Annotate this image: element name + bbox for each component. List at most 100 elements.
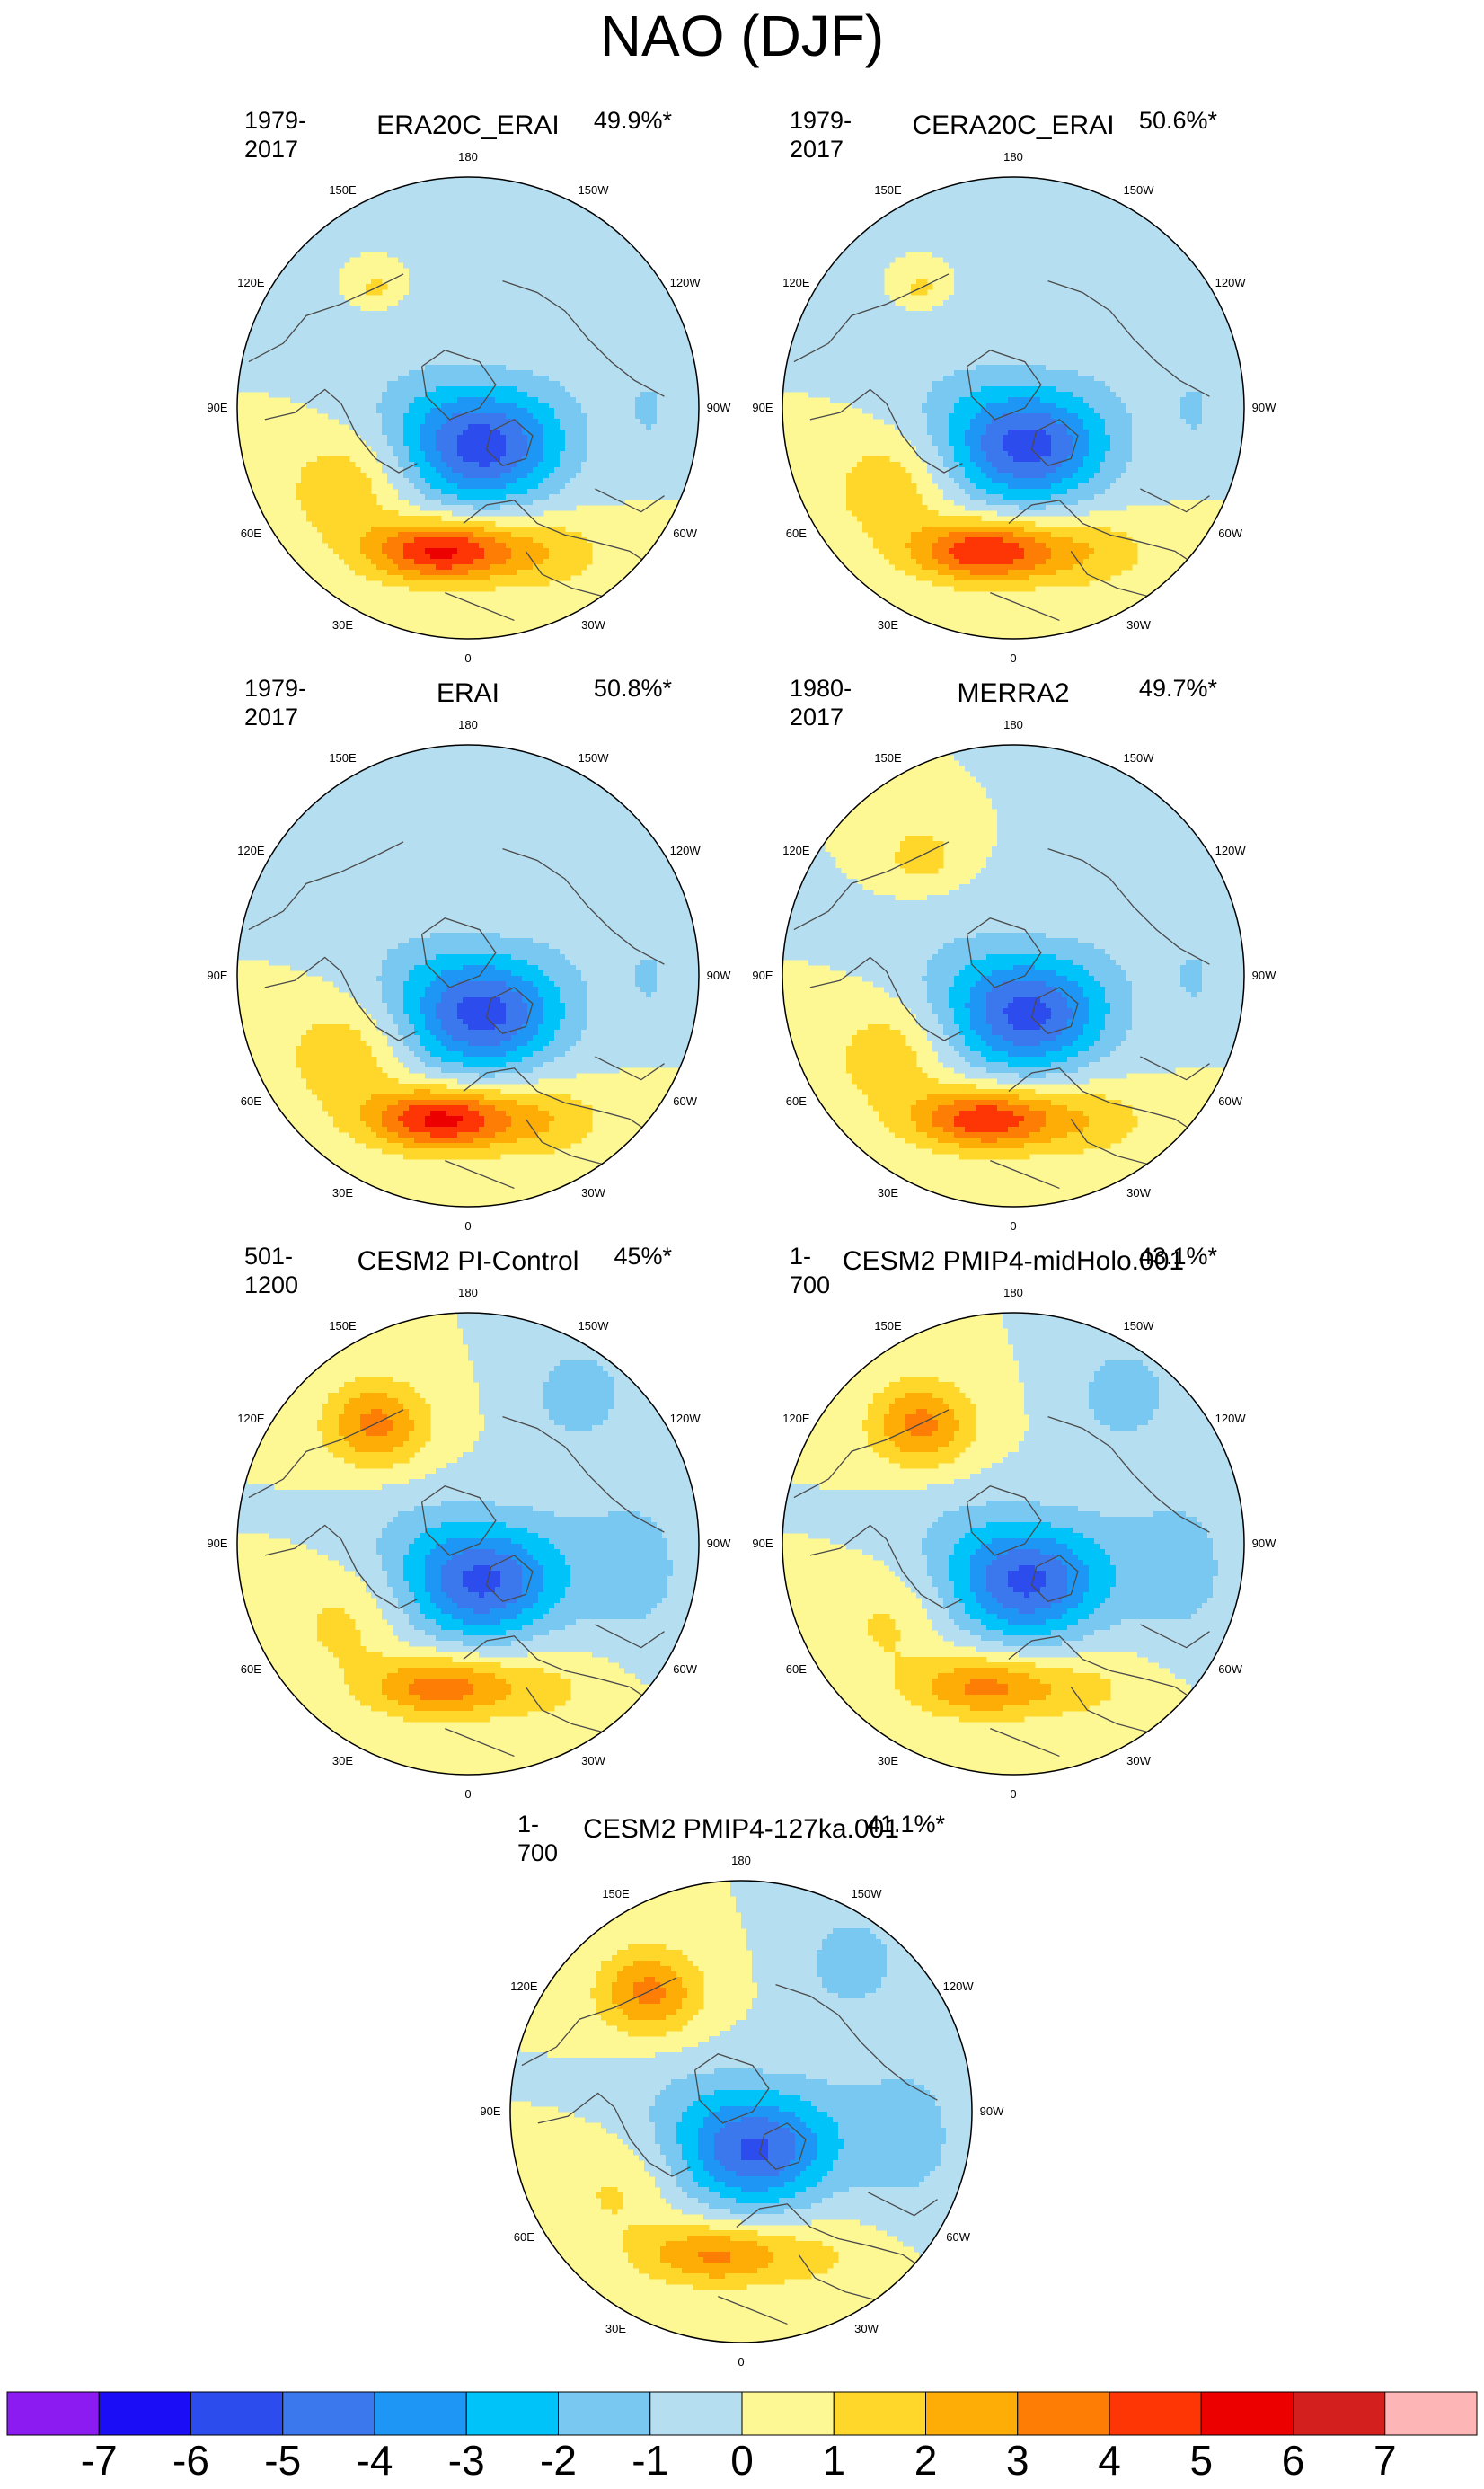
- longitude-label: 30W: [1112, 1754, 1166, 1768]
- longitude-label: 120W: [1204, 276, 1258, 290]
- colorbar-label: 2: [895, 2435, 958, 2485]
- longitude-label: 0: [441, 1219, 495, 1234]
- longitude-label: 60W: [1204, 1662, 1258, 1677]
- longitude-label: 150W: [567, 751, 621, 766]
- colorbar-swatch: [1293, 2391, 1386, 2436]
- longitude-label: 60W: [932, 2230, 985, 2245]
- colorbar-swatch: [1384, 2391, 1478, 2436]
- longitude-label: 30W: [567, 1754, 621, 1768]
- colorbar-label: 1: [802, 2435, 865, 2485]
- colorbar-label: -4: [343, 2435, 406, 2485]
- panel-title: CERA20C_ERAI: [699, 108, 1328, 144]
- nao-field: [782, 177, 1244, 592]
- colorbar-swatch: [465, 2391, 559, 2436]
- longitude-label: 150E: [316, 1319, 370, 1333]
- longitude-label: 150W: [1112, 751, 1166, 766]
- colorbar-swatch: [282, 2391, 375, 2436]
- colorbar-label: -3: [435, 2435, 498, 2485]
- longitude-label: 60W: [658, 527, 712, 541]
- longitude-label: 150E: [316, 751, 370, 766]
- longitude-label: 120W: [932, 1980, 985, 1994]
- panel-period: 1979-2017: [244, 106, 306, 164]
- colorbar-swatch: [374, 2391, 467, 2436]
- panel-variance: 41.1%*: [819, 1810, 945, 1838]
- longitude-label: 90W: [965, 2104, 1019, 2119]
- map-border: [236, 744, 700, 1208]
- polar-map: [236, 1312, 700, 1776]
- longitude-label: 30W: [1112, 618, 1166, 633]
- longitude-label: 120E: [224, 1412, 278, 1426]
- longitude-label: 90E: [190, 401, 244, 415]
- panel-variance: 50.8%*: [546, 674, 672, 703]
- panel-variance: 49.9%*: [546, 106, 672, 135]
- longitude-label: 180: [986, 150, 1040, 164]
- longitude-label: 180: [986, 1286, 1040, 1300]
- colorbar-swatch: [1109, 2391, 1202, 2436]
- longitude-label: 60W: [1204, 527, 1258, 541]
- longitude-label: 120E: [769, 844, 823, 858]
- longitude-label: 60E: [769, 1094, 823, 1109]
- colorbar-label: 7: [1354, 2435, 1417, 2485]
- longitude-label: 120W: [1204, 844, 1258, 858]
- colorbar-label: 3: [986, 2435, 1049, 2485]
- coastlines: [793, 1409, 1210, 1758]
- panel-variance: 45%*: [546, 1242, 672, 1271]
- colorbar-swatch: [558, 2391, 651, 2436]
- colorbar-swatch: [98, 2391, 191, 2436]
- panel-period: 1980-2017: [790, 674, 852, 731]
- longitude-label: 0: [441, 651, 495, 666]
- longitude-label: 120E: [769, 1412, 823, 1426]
- polar-map: [236, 744, 700, 1208]
- longitude-label: 150E: [589, 1887, 643, 1901]
- nao-field: [782, 745, 1244, 1160]
- polar-map: [782, 176, 1245, 640]
- longitude-label: 0: [714, 2355, 768, 2369]
- longitude-label: 60W: [1204, 1094, 1258, 1109]
- longitude-label: 90E: [736, 1537, 790, 1551]
- longitude-label: 30E: [316, 1186, 370, 1200]
- longitude-label: 120W: [658, 844, 712, 858]
- colorbar-swatch: [1200, 2391, 1294, 2436]
- colorbar-label: -5: [252, 2435, 314, 2485]
- longitude-label: 90W: [692, 969, 746, 983]
- longitude-label: 90E: [464, 2104, 517, 2119]
- coastlines: [793, 273, 1210, 622]
- longitude-label: 30E: [861, 1186, 915, 1200]
- nao-field: [782, 1313, 1244, 1723]
- longitude-label: 150W: [567, 1319, 621, 1333]
- longitude-label: 120E: [769, 276, 823, 290]
- panel-period: 501-1200: [244, 1242, 298, 1299]
- longitude-label: 60E: [224, 1662, 278, 1677]
- colorbar: [6, 2391, 1478, 2436]
- longitude-label: 120E: [224, 844, 278, 858]
- longitude-label: 60E: [769, 527, 823, 541]
- longitude-label: 30E: [589, 2322, 643, 2336]
- figure-title: NAO (DJF): [0, 0, 1484, 72]
- nao-field: [237, 177, 699, 592]
- longitude-label: 120E: [224, 276, 278, 290]
- longitude-label: 90E: [736, 401, 790, 415]
- longitude-label: 0: [441, 1787, 495, 1802]
- longitude-label: 150W: [567, 183, 621, 198]
- nao-field: [510, 1881, 972, 2290]
- panel-variance: 49.7%*: [1091, 674, 1217, 703]
- panel-variance: 50.6%*: [1091, 106, 1217, 135]
- colorbar-label: 6: [1262, 2435, 1325, 2485]
- colorbar-label: -1: [619, 2435, 682, 2485]
- colorbar-swatch: [649, 2391, 743, 2436]
- panel-title: CESM2 PMIP4-midHolo.001: [699, 1244, 1328, 1280]
- longitude-label: 60E: [497, 2230, 551, 2245]
- longitude-label: 30W: [567, 1186, 621, 1200]
- colorbar-label: 4: [1078, 2435, 1141, 2485]
- panel-period: 1-700: [517, 1810, 558, 1867]
- colorbar-swatch: [833, 2391, 926, 2436]
- colorbar-label: -2: [527, 2435, 590, 2485]
- longitude-label: 150E: [861, 751, 915, 766]
- colorbar-swatch: [925, 2391, 1019, 2436]
- longitude-label: 0: [986, 1219, 1040, 1234]
- longitude-label: 60E: [224, 1094, 278, 1109]
- longitude-label: 90W: [692, 1537, 746, 1551]
- longitude-label: 30W: [1112, 1186, 1166, 1200]
- longitude-label: 90E: [190, 1537, 244, 1551]
- longitude-label: 180: [441, 718, 495, 732]
